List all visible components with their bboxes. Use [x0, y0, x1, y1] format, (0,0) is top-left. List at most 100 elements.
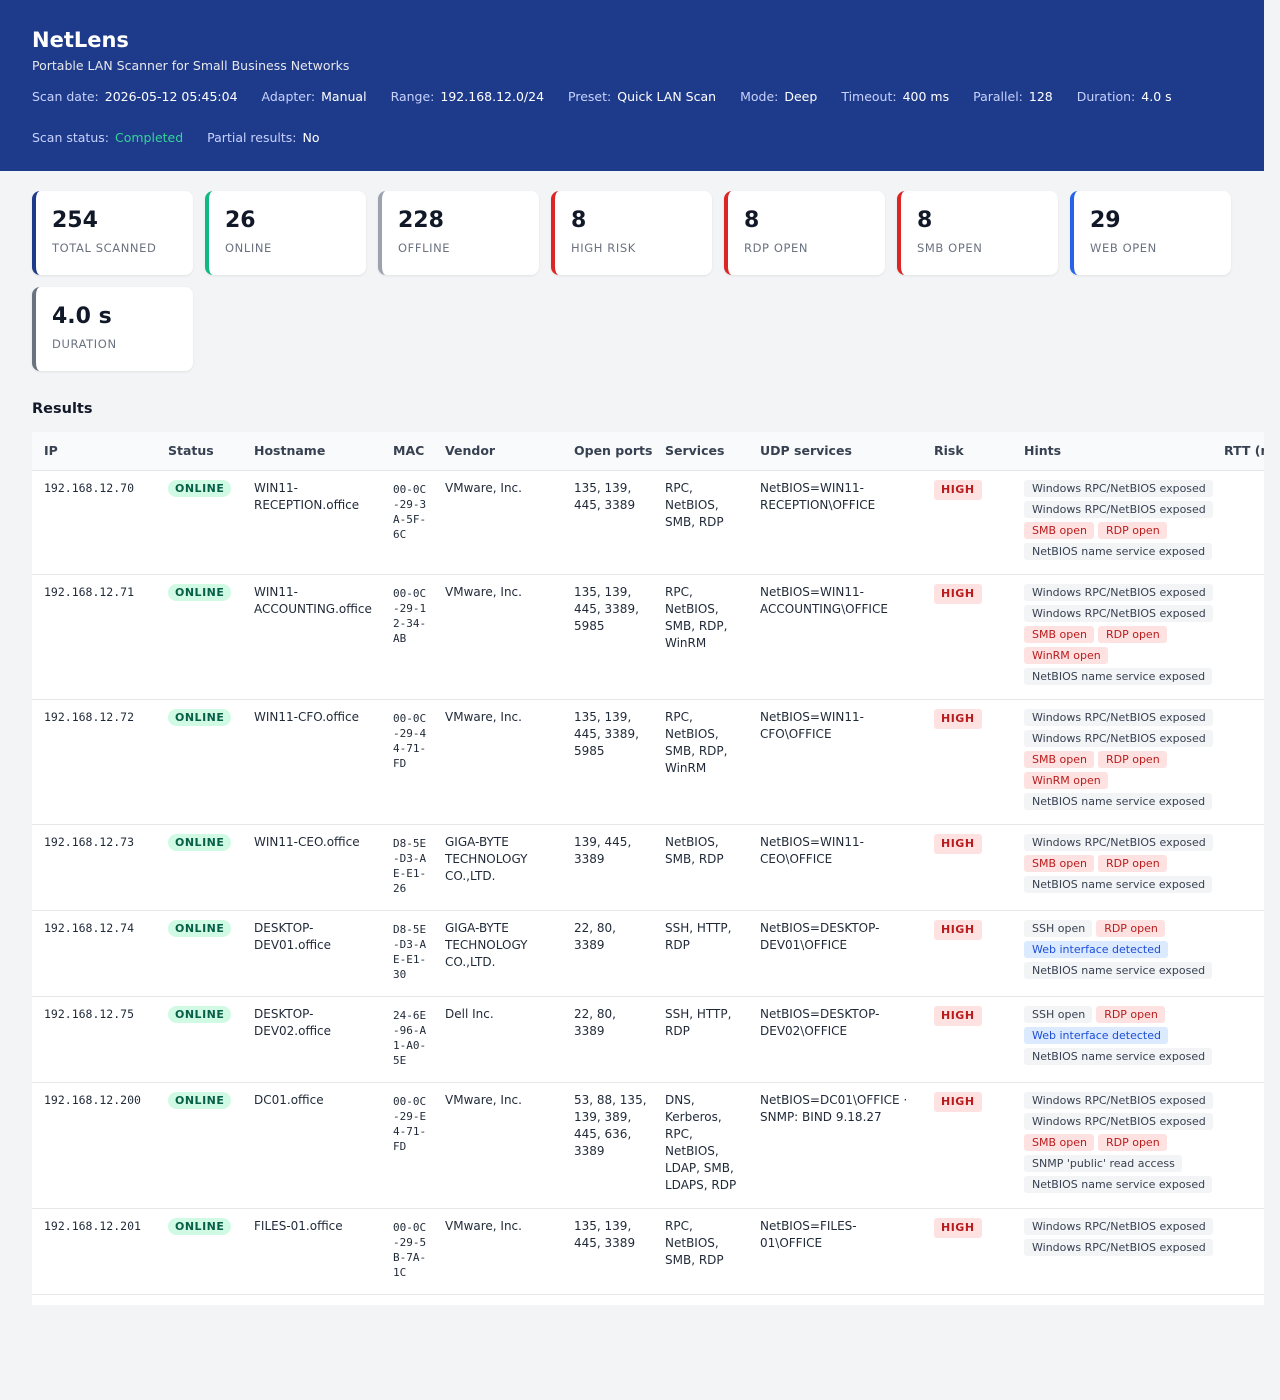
- hint-tag: NetBIOS name service exposed: [1024, 542, 1213, 560]
- services-cell: RPC, NetBIOS, SMB, RDP: [653, 1208, 748, 1295]
- ports-cell: 135, 139, 445, 3389, 5985: [562, 574, 653, 700]
- table-row[interactable]: 192.168.12.74 ONLINE DESKTOP-DEV01.office D…: [32, 910, 1264, 997]
- risk-cell: HIGH: [922, 470, 1012, 575]
- risk-badge: HIGH: [934, 1217, 982, 1238]
- scan-meta-key: Duration:: [1076, 89, 1136, 104]
- table-row[interactable]: 192.168.12.72 ONLINE WIN11-CFO.office 00-0C…: [32, 699, 1264, 825]
- risk-badge: HIGH: [934, 479, 982, 500]
- app-header: NetLens Portable LAN Scanner for Small B…: [0, 0, 1264, 171]
- summary-card-label: ONLINE: [225, 241, 272, 255]
- hints-cell: SSH open RDP open Web interface detected Ne…: [1012, 996, 1213, 1083]
- scan-meta-key: Mode:: [740, 89, 779, 104]
- status-badge: ONLINE: [168, 479, 232, 497]
- scan-meta-key: Preset:: [568, 89, 612, 104]
- summary-card-value: 8: [744, 208, 760, 233]
- scan-meta-item: Parallel: 128: [973, 89, 1053, 105]
- hint-tag: Windows RPC/NetBIOS exposed: [1024, 500, 1213, 518]
- column-header[interactable]: UDP services: [748, 432, 922, 471]
- hostname-cell: DESKTOP-DEV01.office: [242, 910, 381, 997]
- rtt-cell: [1212, 1208, 1264, 1295]
- scan-meta-item: Scan date: 2026-05-12 05:45:04: [32, 89, 238, 105]
- risk-badge: HIGH: [934, 1091, 982, 1112]
- hint-tag: NetBIOS name service exposed: [1024, 792, 1213, 810]
- hints-cell: Windows RPC/NetBIOS exposed Windows RPC/N…: [1012, 470, 1213, 575]
- results-table-container[interactable]: IP Status Hostname MAC Vendor Open ports Servi…: [32, 432, 1264, 1305]
- hint-list: SSH open RDP open Web interface detected Ne…: [1024, 919, 1213, 979]
- udp-services-cell: NetBIOS=WIN11-CFO\OFFICE: [748, 699, 922, 825]
- column-header[interactable]: RTT (ms): [1212, 432, 1264, 471]
- mac-cell: D8-5E-D3-AE-E1-30: [381, 910, 433, 997]
- mac-cell: 00-0C-29-12-34-AB: [381, 574, 433, 700]
- udp-services-cell: NetBIOS=DC01\OFFICE · SNMP: BIND 9.18.27: [748, 1082, 922, 1209]
- table-row[interactable]: 192.168.12.201 ONLINE FILES-01.office 00-0C…: [32, 1208, 1264, 1295]
- hints-cell: Windows RPC/NetBIOS exposed SMB open RDP o…: [1012, 824, 1213, 911]
- app-subtitle: Portable LAN Scanner for Small Business …: [32, 58, 350, 73]
- table-row[interactable]: 192.168.12.70 ONLINE WIN11-RECEPTION.offic…: [32, 470, 1264, 575]
- scan-meta-key: Scan date:: [32, 89, 99, 104]
- risk-cell: HIGH: [922, 699, 1012, 825]
- risk-cell: HIGH: [922, 824, 1012, 911]
- column-header[interactable]: Vendor: [433, 432, 562, 471]
- scan-meta-item: Mode: Deep: [740, 89, 817, 105]
- column-header[interactable]: MAC: [381, 432, 433, 471]
- hostname-cell: FILES-01.office: [242, 1208, 381, 1295]
- vendor-cell: VMware, Inc.: [433, 1082, 562, 1209]
- table-row[interactable]: 192.168.12.73 ONLINE WIN11-CEO.office D8-5E…: [32, 824, 1264, 911]
- hint-tag: Windows RPC/NetBIOS exposed: [1024, 708, 1213, 726]
- scan-meta-item: Duration: 4.0 s: [1077, 89, 1172, 105]
- hostname-cell: WIN11-CEO.office: [242, 824, 381, 911]
- column-header[interactable]: Hostname: [242, 432, 381, 471]
- scan-meta-item: Adapter: Manual: [262, 89, 367, 105]
- ip-cell: 192.168.12.74: [32, 910, 156, 997]
- hint-tag: Windows RPC/NetBIOS exposed: [1024, 1091, 1213, 1109]
- table-body: 192.168.12.70 ONLINE WIN11-RECEPTION.offic…: [32, 470, 1264, 1295]
- scan-meta-item: Range: 192.168.12.0/24: [391, 89, 544, 105]
- scan-meta-value: 4.0 s: [1141, 89, 1172, 104]
- column-header[interactable]: Open ports: [562, 432, 653, 471]
- column-header[interactable]: IP: [32, 432, 156, 471]
- column-header[interactable]: Status: [156, 432, 242, 471]
- hint-tag: SSH open: [1024, 919, 1093, 937]
- column-header[interactable]: Risk: [922, 432, 1012, 471]
- vendor-cell: Dell Inc.: [433, 996, 562, 1083]
- udp-services-cell: NetBIOS=FILES-01\OFFICE: [748, 1208, 922, 1295]
- udp-services-cell: NetBIOS=WIN11-RECEPTION\OFFICE: [748, 470, 922, 575]
- status-cell: ONLINE: [156, 574, 242, 700]
- hint-tag: Web interface detected: [1024, 1026, 1168, 1044]
- hostname-cell: DESKTOP-DEV02.office: [242, 996, 381, 1083]
- services-cell: DNS, Kerberos, RPC, NetBIOS, LDAP, SMB, …: [653, 1082, 748, 1209]
- hint-list: Windows RPC/NetBIOS exposed Windows RPC/N…: [1024, 583, 1213, 685]
- hint-tag: Windows RPC/NetBIOS exposed: [1024, 583, 1213, 601]
- summary-card-label: WEB OPEN: [1090, 241, 1157, 255]
- hostname-cell: WIN11-ACCOUNTING.office: [242, 574, 381, 700]
- hint-tag: Windows RPC/NetBIOS exposed: [1024, 833, 1213, 851]
- scan-status-key: Scan status:: [32, 130, 109, 145]
- hint-tag: RDP open: [1097, 750, 1167, 768]
- risk-badge: HIGH: [934, 1005, 982, 1026]
- services-cell: RPC, NetBIOS, SMB, RDP: [653, 470, 748, 575]
- summary-card: 29 WEB OPEN: [1070, 191, 1231, 275]
- ip-cell: 192.168.12.200: [32, 1082, 156, 1209]
- vendor-cell: VMware, Inc.: [433, 470, 562, 575]
- column-header[interactable]: Services: [653, 432, 748, 471]
- scan-meta-item: Timeout: 400 ms: [841, 89, 949, 105]
- hint-tag: RDP open: [1097, 1133, 1167, 1151]
- mac-cell: 00-0C-29-44-71-FD: [381, 699, 433, 825]
- table-row[interactable]: 192.168.12.200 ONLINE DC01.office 00-0C-29-…: [32, 1082, 1264, 1209]
- column-header[interactable]: Hints: [1012, 432, 1212, 471]
- summary-card: 254 TOTAL SCANNED: [32, 191, 193, 275]
- table-row[interactable]: 192.168.12.71 ONLINE WIN11-ACCOUNTING.offi…: [32, 574, 1264, 700]
- table-row[interactable]: 192.168.12.75 ONLINE DESKTOP-DEV02.office 2…: [32, 996, 1264, 1083]
- status-cell: ONLINE: [156, 699, 242, 825]
- hostname-cell: DC01.office: [242, 1082, 381, 1209]
- ports-cell: 22, 80, 3389: [562, 996, 653, 1083]
- hostname-cell: WIN11-CFO.office: [242, 699, 381, 825]
- mac-cell: D8-5E-D3-AE-E1-26: [381, 824, 433, 911]
- mac-cell: 00-0C-29-E4-71-FD: [381, 1082, 433, 1209]
- summary-card: 8 SMB OPEN: [897, 191, 1058, 275]
- hint-tag: Windows RPC/NetBIOS exposed: [1024, 479, 1213, 497]
- summary-card: 26 ONLINE: [205, 191, 366, 275]
- hints-cell: Windows RPC/NetBIOS exposed Windows RPC/N…: [1012, 1082, 1213, 1209]
- status-cell: ONLINE: [156, 910, 242, 997]
- services-cell: NetBIOS, SMB, RDP: [653, 824, 748, 911]
